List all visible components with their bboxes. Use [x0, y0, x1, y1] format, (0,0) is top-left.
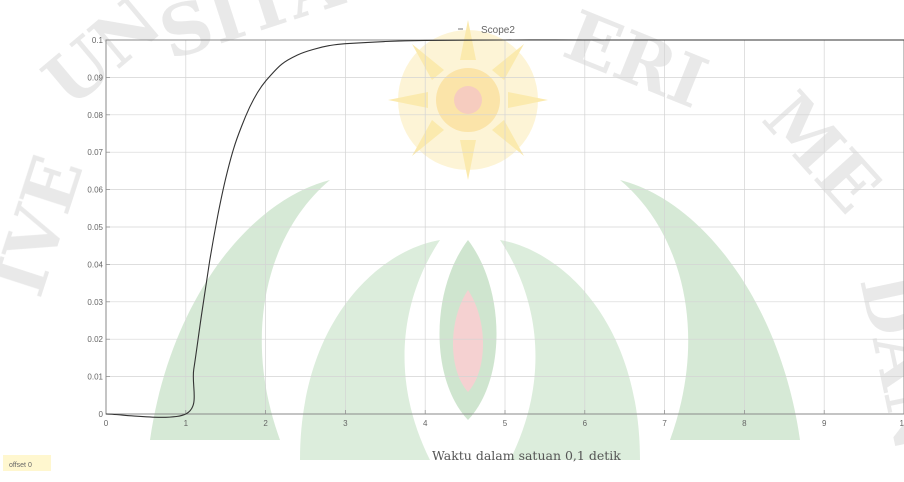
x-tick-label: 8	[742, 419, 747, 428]
x-tick-label: 10	[900, 419, 904, 428]
svg-text:UN: UN	[28, 0, 177, 123]
x-tick-label: 6	[583, 419, 588, 428]
y-tick-label: 0.05	[87, 223, 103, 232]
x-tick-label: 9	[822, 419, 827, 428]
y-tick-label: 0.07	[87, 148, 103, 157]
watermark-sun-core-icon	[454, 86, 482, 114]
grid	[105, 39, 904, 415]
watermark-right-leaf-icon	[620, 180, 800, 440]
x-tick-label: 5	[503, 419, 508, 428]
y-tick-label: 0.06	[87, 186, 103, 195]
watermark-bud-center-icon	[453, 290, 483, 392]
x-tick-label: 0	[104, 419, 109, 428]
y-tick-label: 0.04	[87, 260, 103, 269]
chart-title: Scope2	[481, 25, 515, 36]
y-axis-ticks: 0 0.01 0.02 0.03 0.04 0.05 0.06 0.07 0.08 0.09 0.1	[87, 36, 110, 419]
svg-text:SITAS: SITAS	[150, 0, 400, 76]
x-tick-label: 4	[423, 419, 428, 428]
watermark-inner-right-leaf-icon	[500, 240, 640, 460]
svg-text:DAN: DAN	[843, 266, 904, 458]
y-tick-label: 0.09	[87, 73, 103, 82]
plot-area: 0 1 2 3 4 5 6 7 8 9 10 0 0.01 0.02 0.03 0.04 0.05 0.06 0.…	[87, 36, 904, 428]
y-tick-label: 0.1	[92, 36, 104, 45]
y-tick-label: 0.01	[87, 373, 103, 382]
y-tick-label: 0.08	[87, 111, 103, 120]
offset-badge	[3, 455, 51, 471]
x-tick-label: 1	[184, 419, 189, 428]
university-watermark: UN SITAS ERI ME DAN IVE	[0, 0, 904, 460]
x-tick-label: 2	[263, 419, 268, 428]
svg-text:ERI: ERI	[554, 0, 719, 125]
svg-text:IVE: IVE	[0, 146, 100, 305]
x-tick-label: 7	[662, 419, 667, 428]
y-tick-label: 0.02	[87, 335, 103, 344]
y-tick-label: 0	[99, 410, 104, 419]
series-line	[105, 39, 904, 418]
watermark-inner-left-leaf-icon	[300, 240, 440, 460]
watermark-sun-rays-icon	[388, 20, 548, 180]
offset-label: offset 0	[9, 462, 32, 469]
x-axis-label: Waktu dalam satuan 0,1 detik	[432, 448, 621, 463]
watermark-left-leaf-icon	[150, 180, 330, 440]
x-tick-label: 3	[343, 419, 348, 428]
x-axis-ticks: 0 1 2 3 4 5 6 7 8 9 10	[104, 410, 904, 428]
y-tick-label: 0.03	[87, 298, 103, 307]
